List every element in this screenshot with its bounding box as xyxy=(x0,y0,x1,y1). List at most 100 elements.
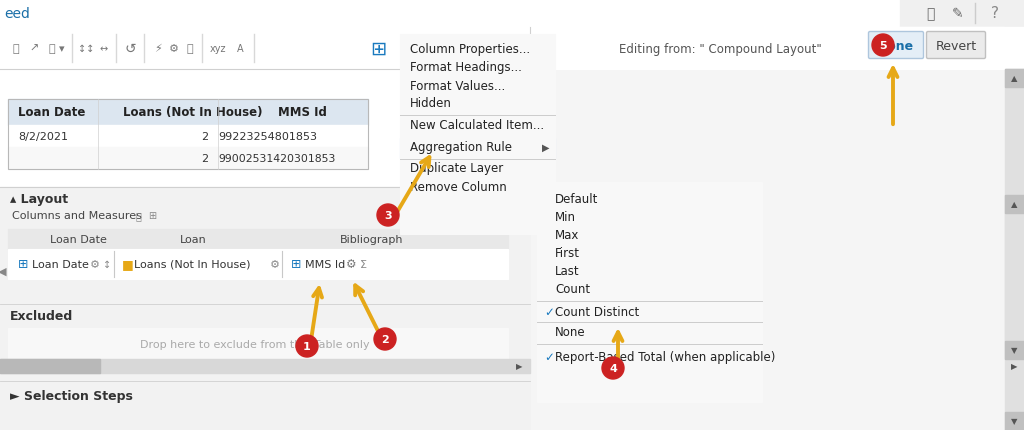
Text: 4: 4 xyxy=(609,363,616,373)
Text: ⊞: ⊞ xyxy=(147,211,156,221)
Bar xyxy=(8,328,508,360)
Text: Max: Max xyxy=(555,229,580,242)
Text: 1: 1 xyxy=(303,341,311,351)
Text: ?: ? xyxy=(991,6,999,22)
Text: Excluded: Excluded xyxy=(10,310,74,323)
Text: 🗒: 🗒 xyxy=(135,211,141,221)
Text: Report-Based Total (when applicable): Report-Based Total (when applicable) xyxy=(555,351,775,364)
Circle shape xyxy=(872,35,894,57)
Text: ▼: ▼ xyxy=(1011,417,1017,426)
Text: Columns and Measures: Columns and Measures xyxy=(12,211,142,221)
Text: 📊: 📊 xyxy=(186,44,194,54)
Text: Loan Date: Loan Date xyxy=(18,106,85,119)
Text: 3: 3 xyxy=(384,211,392,221)
Text: ■: ■ xyxy=(122,258,134,271)
Text: ▶: ▶ xyxy=(516,362,522,371)
Bar xyxy=(900,0,1024,28)
Circle shape xyxy=(377,205,399,227)
Text: 2: 2 xyxy=(381,334,389,344)
Circle shape xyxy=(296,335,318,357)
Text: Loan Date: Loan Date xyxy=(50,234,106,244)
Bar xyxy=(8,230,508,249)
Circle shape xyxy=(602,357,624,379)
Bar xyxy=(530,28,1004,70)
Bar xyxy=(0,70,530,430)
Text: Editing from: " Compound Layout": Editing from: " Compound Layout" xyxy=(618,43,821,55)
Text: Duplicate Layer: Duplicate Layer xyxy=(410,162,503,175)
Text: ⚙: ⚙ xyxy=(169,44,179,54)
Text: Done: Done xyxy=(878,40,914,52)
Text: 🖨: 🖨 xyxy=(12,44,19,54)
Text: Bibliograph: Bibliograph xyxy=(340,234,403,244)
Text: ▼: ▼ xyxy=(1011,346,1017,355)
Text: ► Selection Steps: ► Selection Steps xyxy=(10,390,133,402)
Text: MMS Id: MMS Id xyxy=(278,106,327,119)
Text: ▲: ▲ xyxy=(1011,200,1017,209)
Text: Last: Last xyxy=(555,265,580,278)
Text: 5: 5 xyxy=(880,41,887,51)
Text: xyz: xyz xyxy=(210,44,226,54)
Bar xyxy=(8,100,368,126)
Bar xyxy=(8,147,368,169)
Text: Revert: Revert xyxy=(936,40,977,52)
Circle shape xyxy=(374,328,396,350)
Bar xyxy=(8,126,368,147)
Text: Min: Min xyxy=(555,211,575,224)
Text: Loan Date: Loan Date xyxy=(32,259,89,269)
Bar xyxy=(1005,196,1024,214)
Text: First: First xyxy=(555,247,580,260)
Text: Σ: Σ xyxy=(360,259,367,269)
Text: eed: eed xyxy=(4,7,30,21)
Text: Remove Column: Remove Column xyxy=(410,181,507,194)
FancyBboxPatch shape xyxy=(868,32,924,59)
Text: ▾: ▾ xyxy=(59,44,65,54)
Text: 2: 2 xyxy=(201,154,208,164)
Bar xyxy=(8,249,508,280)
FancyBboxPatch shape xyxy=(927,32,985,59)
Text: Hidden: Hidden xyxy=(410,97,452,110)
Text: New Calculated Item...: New Calculated Item... xyxy=(410,119,544,132)
Text: ✓: ✓ xyxy=(544,351,554,364)
Bar xyxy=(0,187,530,430)
Text: 99223254801853: 99223254801853 xyxy=(218,132,317,141)
Text: ⚡: ⚡ xyxy=(155,44,162,54)
Text: ✎: ✎ xyxy=(952,7,964,21)
Bar xyxy=(0,359,530,373)
Text: ⚙: ⚙ xyxy=(346,258,356,271)
Bar xyxy=(8,100,368,169)
Text: ⊞: ⊞ xyxy=(291,258,301,271)
Text: Loans (Not In House): Loans (Not In House) xyxy=(123,106,262,119)
Text: Aggregation Rule: Aggregation Rule xyxy=(410,141,512,154)
Text: ⊞: ⊞ xyxy=(370,40,386,58)
Text: MMS Id: MMS Id xyxy=(305,259,345,269)
Text: 99002531420301853: 99002531420301853 xyxy=(218,154,336,164)
Text: ◀: ◀ xyxy=(0,266,6,276)
Text: 8/2/2021: 8/2/2021 xyxy=(18,132,68,141)
Text: Count: Count xyxy=(555,283,590,296)
Text: Format Headings...: Format Headings... xyxy=(410,61,522,74)
Bar xyxy=(0,359,100,373)
Text: Drop here to exclude from this Table only: Drop here to exclude from this Table onl… xyxy=(140,339,370,349)
Bar xyxy=(0,0,1024,28)
Text: ▴ Layout: ▴ Layout xyxy=(10,193,69,206)
Text: Loan: Loan xyxy=(180,234,207,244)
Text: ▲: ▲ xyxy=(1011,74,1017,83)
Text: ↺: ↺ xyxy=(124,42,136,56)
Text: Count Distinct: Count Distinct xyxy=(555,306,639,319)
Text: Column Properties...: Column Properties... xyxy=(410,43,530,56)
Bar xyxy=(1005,341,1024,359)
Text: ↗: ↗ xyxy=(30,44,39,54)
Text: A: A xyxy=(237,44,244,54)
Bar xyxy=(400,139,555,159)
Text: ⊞: ⊞ xyxy=(18,258,29,271)
Text: Default: Default xyxy=(555,193,598,206)
Text: ▶: ▶ xyxy=(1011,362,1017,371)
Text: 2: 2 xyxy=(201,132,208,141)
Bar xyxy=(0,28,1024,70)
Text: 💾: 💾 xyxy=(926,7,934,21)
Text: ↔: ↔ xyxy=(100,44,109,54)
Bar xyxy=(537,183,762,402)
Text: ▶: ▶ xyxy=(542,143,549,153)
Bar xyxy=(400,35,555,234)
Bar xyxy=(1005,196,1024,359)
